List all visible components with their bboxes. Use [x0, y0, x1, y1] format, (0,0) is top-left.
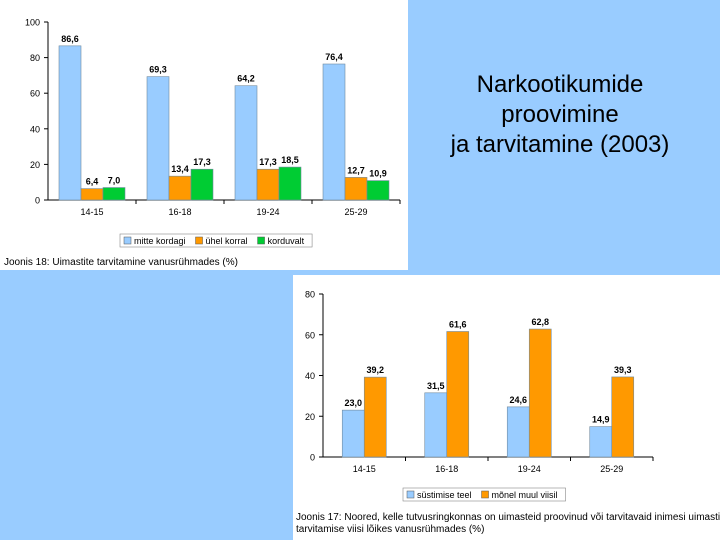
chart-2-y-tick-label: 40: [305, 371, 315, 381]
chart-panel-1: 0 20 40 60 80 100 14-15 86,6 6,4 7,0 16-18 69,3 13,4…: [0, 0, 408, 270]
chart-1-y-tick-label: 60: [30, 89, 40, 99]
chart-2-data-label: 61,6: [449, 319, 467, 329]
chart-2-y-tick-label: 80: [305, 290, 315, 300]
chart-1-data-label: 86,6: [61, 34, 79, 44]
chart-2-bar: [506, 406, 530, 458]
chart-2-bar: [341, 409, 365, 458]
chart-1-category-label: 14-15: [80, 207, 103, 217]
chart-2-y-tick-label: 20: [305, 412, 315, 422]
chart-1-bar: [80, 188, 104, 201]
slide-title-line-1: Narkootikumide: [476, 71, 644, 98]
chart-2-legend-label: süstimise teel: [417, 490, 472, 500]
chart-1-data-label: 17,3: [259, 157, 277, 167]
chart-2-data-label: 14,9: [592, 415, 610, 425]
chart-2-data-label: 24,6: [509, 395, 527, 405]
chart-2-caption-line-1: Joonis 17: Noored, kelle tutvusringkonna…: [296, 512, 720, 523]
chart-1-bar: [344, 177, 368, 201]
chart-1-legend-box: [119, 233, 313, 248]
chart-1-legend-label: korduvalt: [268, 236, 305, 246]
chart-2-caption-line-2: tarvitamise viisi lõikes vanusrühmades (…: [296, 524, 485, 535]
chart-1-data-label: 69,3: [149, 65, 167, 75]
chart-1-data-label: 12,7: [347, 165, 365, 175]
chart-1-y-tick-label: 100: [25, 18, 40, 28]
chart-1-bar: [234, 85, 258, 201]
slide-title-line-2: proovimine: [501, 101, 619, 128]
chart-1-legend-swatch: [123, 236, 132, 245]
chart-2: 0 20 40 60 80 14-15 23,0 39,2 16-18 31,5 61,6 19-24…: [305, 290, 654, 502]
chart-2-legend-swatch: [481, 490, 489, 499]
chart-1-data-label: 13,4: [171, 164, 189, 174]
chart-1-legend-swatch: [195, 236, 203, 245]
chart-1-category-label: 25-29: [344, 207, 367, 217]
chart-2-bar: [446, 331, 470, 458]
chart-2-legend-label: mõnel muul viisil: [492, 490, 558, 500]
chart-1-y-tick-label: 40: [30, 124, 40, 134]
chart-1-data-label: 76,4: [325, 52, 343, 62]
chart-1-caption: Joonis 18: Uimastite tarvitamine vanusrü…: [4, 257, 238, 268]
chart-2-category-label: 14-15: [353, 464, 376, 474]
chart-2-legend-swatch: [406, 490, 415, 499]
chart-1-bar: [146, 76, 170, 201]
chart-1-data-label: 18,5: [281, 155, 299, 165]
chart-1-category-label: 19-24: [256, 207, 279, 217]
chart-2-category-label: 25-29: [600, 464, 623, 474]
chart-2-data-label: 23,0: [344, 398, 362, 408]
chart-1-data-label: 6,4: [86, 177, 99, 187]
chart-1-y-tick-label: 80: [30, 53, 40, 63]
chart-2-caption: Joonis 17: Noored, kelle tutvusringkonna…: [296, 512, 720, 536]
slide-title: Narkootikumide proovimine ja tarvitamine…: [420, 70, 700, 160]
chart-1-data-label: 7,0: [108, 176, 121, 186]
chart-2-bar: [363, 376, 387, 458]
chart-1-data-label: 17,3: [193, 157, 211, 167]
chart-1-bar: [278, 166, 302, 201]
chart-2-category-label: 16-18: [435, 464, 458, 474]
chart-1-legend: mitte kordagi ühel korral korduvalt: [119, 233, 313, 248]
chart-2-legend-box: [402, 487, 566, 502]
chart-2-bar: [589, 426, 613, 458]
chart-2-data-label: 62,8: [531, 317, 549, 327]
chart-1-bar: [168, 175, 192, 201]
chart-2-category-label: 19-24: [518, 464, 541, 474]
chart-2-bar: [424, 392, 448, 458]
chart-1-bar: [322, 63, 346, 201]
chart-2-bar: [611, 376, 635, 458]
chart-1-category-label: 16-18: [168, 207, 191, 217]
chart-1-bar: [366, 180, 390, 201]
chart-1-bar: [102, 187, 126, 201]
chart-1-bar: [190, 168, 214, 201]
chart-2-data-label: 31,5: [427, 381, 445, 391]
slide-title-line-3: ja tarvitamine (2003): [450, 131, 670, 158]
chart-2-y-tick-label: 60: [305, 330, 315, 340]
chart-1-legend-label: mitte kordagi: [134, 236, 186, 246]
chart-panel-2: 0 20 40 60 80 14-15 23,0 39,2 16-18 31,5 61,6 19-24…: [293, 275, 720, 540]
chart-1-legend-swatch: [257, 236, 265, 245]
chart-1-bar: [58, 45, 82, 201]
chart-1-legend-label: ühel korral: [206, 236, 248, 246]
chart-1-bar: [256, 168, 280, 201]
chart-2-data-label: 39,3: [614, 365, 632, 375]
chart-1: 0 20 40 60 80 100 14-15 86,6 6,4 7,0 16-18 69,3 13,4…: [25, 18, 401, 248]
chart-2-legend: süstimise teel mõnel muul viisil: [402, 487, 566, 502]
chart-2-bar: [528, 328, 552, 458]
chart-1-y-tick-label: 20: [30, 160, 40, 170]
chart-2-data-label: 39,2: [366, 365, 384, 375]
chart-1-data-label: 64,2: [237, 74, 255, 84]
chart-1-data-label: 10,9: [369, 169, 387, 179]
chart-1-y-tick-label: 0: [35, 196, 40, 206]
chart-2-y-tick-label: 0: [310, 453, 315, 463]
